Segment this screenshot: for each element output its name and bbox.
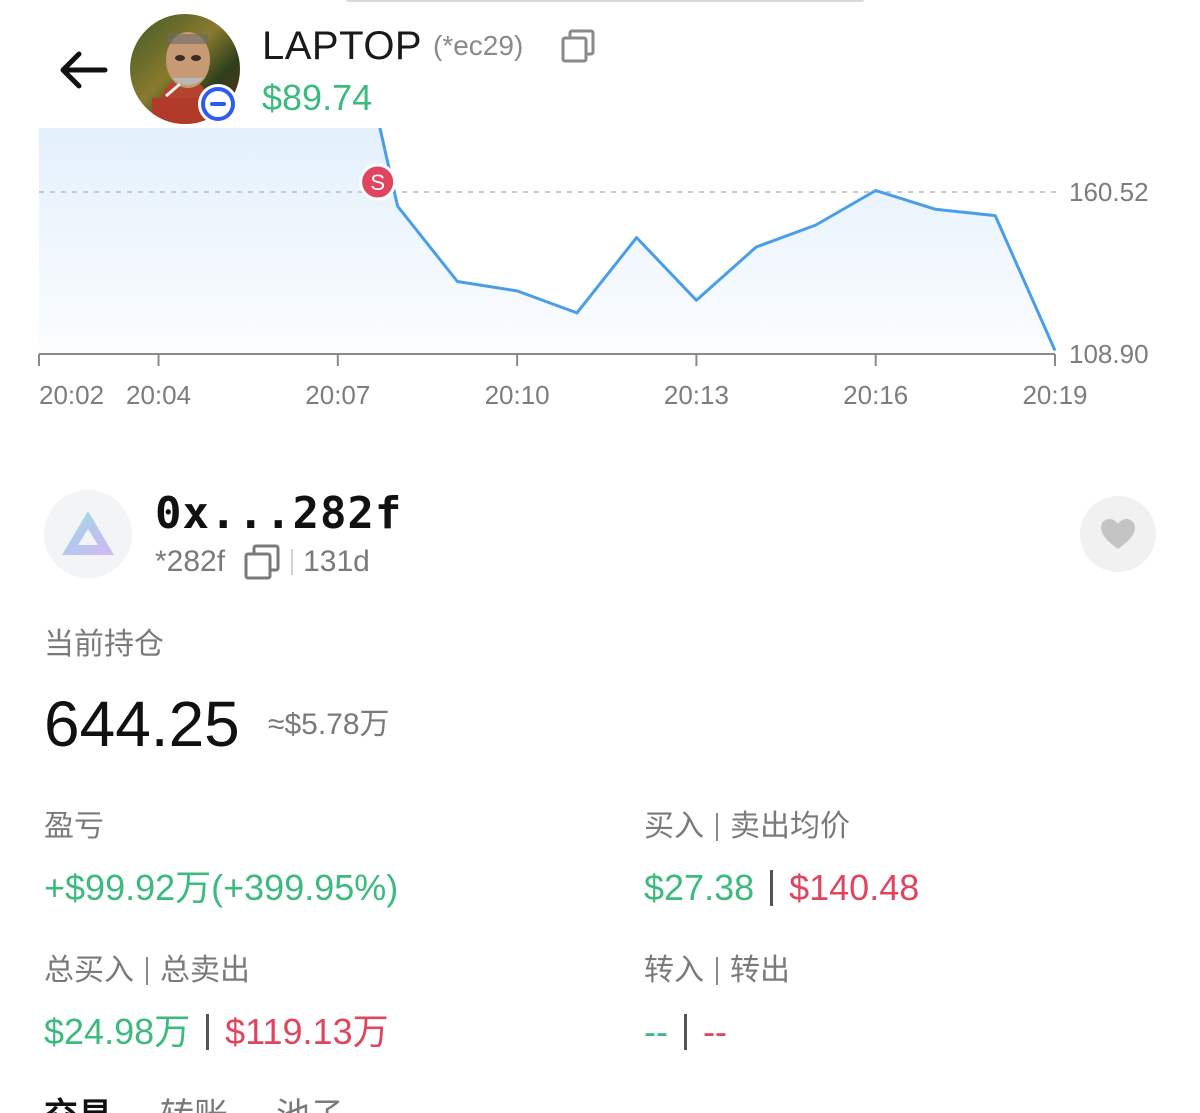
- x-tick-label: 20:02: [39, 380, 104, 410]
- tab-trades[interactable]: 交易: [44, 1096, 112, 1113]
- totals-values: $24.98万 $119.13万: [44, 1010, 389, 1054]
- separator: [291, 549, 294, 575]
- separator: [770, 870, 774, 906]
- separator: [716, 813, 718, 841]
- avg-buy-label: 买入: [644, 810, 704, 843]
- x-tick-label: 20:16: [843, 380, 908, 410]
- transfer-out-value: --: [702, 1011, 727, 1052]
- total-sell-label: 总卖出: [160, 954, 250, 987]
- wallet-age: 131d: [303, 545, 370, 578]
- bottom-tabs: 交易 转账 池子: [44, 1096, 344, 1113]
- separator: [146, 957, 148, 985]
- drag-handle[interactable]: [345, 0, 865, 2]
- x-tick-label: 20:04: [126, 380, 191, 410]
- chain-badge: [198, 84, 238, 124]
- transfers-values: -- --: [644, 1010, 727, 1054]
- token-avatar: [130, 14, 242, 126]
- x-tick-label: 20:13: [664, 380, 729, 410]
- token-name: LAPTOP: [262, 24, 423, 68]
- transfers-label: 转入 转出: [644, 952, 790, 990]
- heart-icon: [1101, 519, 1135, 549]
- sell-marker[interactable]: [359, 163, 397, 201]
- holding-usd-value: ≈$5.78万: [268, 708, 390, 741]
- copy-icon[interactable]: [560, 28, 596, 64]
- wallet-meta: *282f 131d: [155, 542, 370, 582]
- tab-pools[interactable]: 池子: [276, 1096, 344, 1113]
- totals-label: 总买入 总卖出: [44, 952, 250, 990]
- price-chart[interactable]: 20:02 20:04 20:07 20:10 20:13 20:16 20:19 160.5…: [0, 128, 1200, 428]
- copy-icon[interactable]: [243, 543, 281, 581]
- avg-sell-label: 卖出均价: [730, 810, 850, 843]
- sell-marker-label: S: [370, 170, 385, 195]
- y-tick-label: 160.52: [1069, 177, 1149, 207]
- avg-price-values: $27.38 $140.48: [644, 866, 919, 910]
- x-tick-label: 20:07: [305, 380, 370, 410]
- separator: [683, 1014, 687, 1050]
- total-buy-value: $24.98万: [44, 1011, 191, 1052]
- chain-badge-icon: [201, 87, 235, 121]
- tab-transfers[interactable]: 转账: [160, 1096, 228, 1113]
- holding-amount: 644.25: [44, 688, 240, 760]
- token-address: (*ec29): [433, 30, 524, 61]
- separator: [716, 957, 718, 985]
- x-tick-label: 20:19: [1022, 380, 1087, 410]
- favorite-button[interactable]: [1080, 496, 1156, 572]
- wallet-name: 0x...282f: [155, 488, 403, 539]
- wallet-logo: [44, 490, 132, 578]
- token-price: $89.74: [262, 77, 373, 118]
- total-buy-label: 总买入: [44, 954, 134, 987]
- separator: [206, 1014, 210, 1050]
- avg-sell-price: $140.48: [789, 867, 920, 908]
- price-line: [378, 128, 1057, 352]
- x-tick-label: 20:10: [485, 380, 550, 410]
- holding-label: 当前持仓: [44, 628, 164, 661]
- total-sell-value: $119.13万: [225, 1011, 389, 1052]
- chart-area-fill: [39, 128, 1055, 354]
- pnl-label: 盈亏: [44, 810, 104, 843]
- y-tick-label: 108.90: [1069, 339, 1149, 369]
- wallet-logo-icon: [62, 511, 114, 555]
- back-button[interactable]: [50, 42, 116, 98]
- transfer-out-label: 转出: [730, 954, 790, 987]
- wallet-short-address: *282f: [155, 545, 226, 578]
- transfer-in-label: 转入: [644, 954, 704, 987]
- avg-price-label: 买入 卖出均价: [644, 808, 850, 846]
- pnl-value: +$99.92万(+399.95%): [44, 867, 399, 908]
- transfer-in-value: --: [644, 1011, 668, 1052]
- avg-buy-price: $27.38: [644, 867, 755, 908]
- arrow-left-icon: [60, 51, 108, 89]
